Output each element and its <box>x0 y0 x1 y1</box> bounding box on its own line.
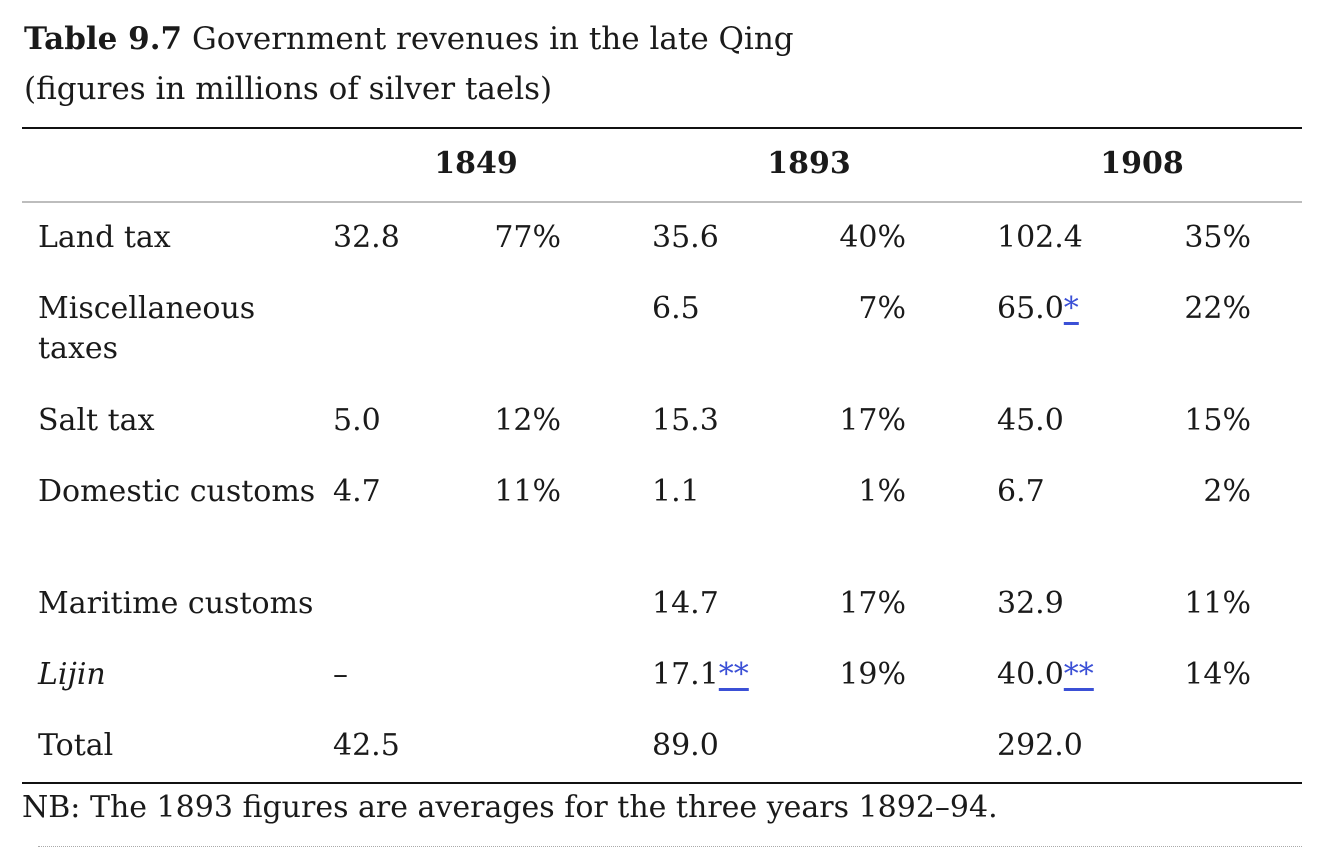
table-caption: Table 9.7 Government revenues in the lat… <box>24 14 794 114</box>
row-label: Miscellaneous taxes <box>38 291 256 366</box>
percent-1893: 1% <box>858 474 906 509</box>
value-text: 42.5 <box>333 728 400 763</box>
value-text: 15.3 <box>652 403 719 438</box>
value-text: 5.0 <box>333 403 381 438</box>
value-text: 6.5 <box>652 291 700 326</box>
value-1908: 102.4 <box>997 218 1083 258</box>
row-label: Lijin <box>38 657 106 692</box>
value-1849: 5.0 <box>333 401 381 441</box>
value-text: 1.1 <box>652 474 700 509</box>
value-1893: 15.3 <box>652 401 719 441</box>
caption-line-1: Table 9.7 Government revenues in the lat… <box>24 14 794 64</box>
row-label: Land tax <box>38 220 171 255</box>
footnote-link[interactable]: ** <box>1063 657 1094 692</box>
percent-1849: 12% <box>494 403 561 438</box>
value-text: – <box>333 657 348 692</box>
percent-1893: 19% <box>839 657 906 692</box>
row-label: Domestic customs <box>38 474 316 509</box>
row-label: Salt tax <box>38 403 155 438</box>
value-text: 89.0 <box>652 728 719 763</box>
percent-1908: 35% <box>1184 220 1251 255</box>
percent-1849: 77% <box>494 220 561 255</box>
value-1893: 1.1 <box>652 472 700 512</box>
table-number: Table 9.7 <box>24 21 183 57</box>
percent-1849: 11% <box>494 474 561 509</box>
value-1893: 17.1** <box>652 655 749 695</box>
value-1908: 65.0* <box>997 289 1079 329</box>
value-1893: 14.7 <box>652 584 719 624</box>
value-text: 32.8 <box>333 220 400 255</box>
percent-1908: 22% <box>1184 291 1251 326</box>
value-1849: 32.8 <box>333 218 400 258</box>
percent-1908: 15% <box>1184 403 1251 438</box>
table-bottom-rule <box>22 782 1302 784</box>
footnote-link[interactable]: ** <box>718 657 749 692</box>
percent-1908: 2% <box>1203 474 1251 509</box>
value-1908: 45.0 <box>997 401 1064 441</box>
value-text: 292.0 <box>997 728 1083 763</box>
value-1893: 89.0 <box>652 726 719 766</box>
percent-1893: 40% <box>839 220 906 255</box>
value-1893: 35.6 <box>652 218 719 258</box>
value-1908: 6.7 <box>997 472 1045 512</box>
value-text: 35.6 <box>652 220 719 255</box>
percent-1908: 11% <box>1184 586 1251 621</box>
table-top-rule <box>22 127 1302 129</box>
value-text: 45.0 <box>997 403 1064 438</box>
footnote-link[interactable]: * <box>1063 291 1079 326</box>
table-subtitle: (figures in millions of silver taels) <box>24 71 553 107</box>
table-title: Government revenues in the late Qing <box>191 21 794 57</box>
table-note: NB: The 1893 figures are averages for th… <box>22 790 998 825</box>
value-text: 14.7 <box>652 586 719 621</box>
row-label: Total <box>38 728 114 763</box>
value-text: 17.1 <box>652 657 719 692</box>
year-header-1849: 1849 <box>434 146 518 181</box>
percent-1893: 17% <box>839 403 906 438</box>
value-text: 65.0 <box>997 291 1064 326</box>
percent-1893: 17% <box>839 586 906 621</box>
percent-1908: 14% <box>1184 657 1251 692</box>
value-1908: 40.0** <box>997 655 1094 695</box>
row-label: Maritime customs <box>38 586 314 621</box>
value-1908: 292.0 <box>997 726 1083 766</box>
percent-1893: 7% <box>858 291 906 326</box>
value-1849: 4.7 <box>333 472 381 512</box>
value-text: 40.0 <box>997 657 1064 692</box>
value-text: 6.7 <box>997 474 1045 509</box>
value-text: 102.4 <box>997 220 1083 255</box>
year-header-1893: 1893 <box>767 146 851 181</box>
value-text: 4.7 <box>333 474 381 509</box>
year-header-1908: 1908 <box>1100 146 1184 181</box>
table-header-rule <box>22 201 1302 203</box>
value-1908: 32.9 <box>997 584 1064 624</box>
value-1849: – <box>333 655 348 695</box>
value-1849: 42.5 <box>333 726 400 766</box>
value-1893: 6.5 <box>652 289 700 329</box>
dotted-divider <box>38 846 1302 847</box>
value-text: 32.9 <box>997 586 1064 621</box>
